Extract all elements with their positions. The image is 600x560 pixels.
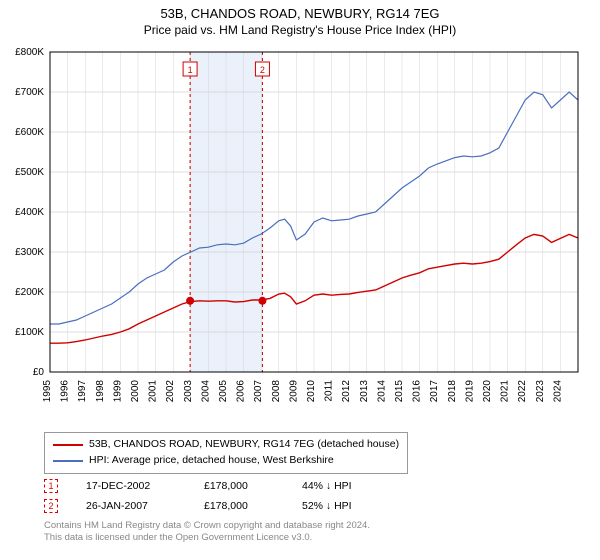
x-tick-label: 2015 [394, 380, 405, 403]
footer-attribution: Contains HM Land Registry data © Crown c… [44, 520, 370, 545]
legend-swatch [53, 444, 83, 446]
y-tick-label: £300K [15, 247, 44, 258]
y-tick-label: £200K [15, 287, 44, 298]
sale-date: 26-JAN-2007 [86, 500, 176, 512]
legend-row: HPI: Average price, detached house, West… [53, 453, 399, 469]
sale-price: £178,000 [204, 480, 274, 492]
sale-pct: 52% ↓ HPI [302, 500, 382, 512]
sale-marker-icon: 2 [44, 499, 58, 513]
sale-point [258, 297, 266, 305]
footer-line2: This data is licensed under the Open Gov… [44, 532, 370, 544]
chart-container: 53B, CHANDOS ROAD, NEWBURY, RG14 7EG Pri… [0, 0, 600, 560]
x-tick-label: 2014 [376, 380, 387, 403]
x-tick-label: 2004 [200, 380, 211, 403]
x-tick-label: 1998 [95, 380, 106, 403]
x-tick-label: 2023 [535, 380, 546, 403]
legend-label: 53B, CHANDOS ROAD, NEWBURY, RG14 7EG (de… [89, 437, 399, 453]
x-tick-label: 2022 [517, 380, 528, 403]
x-tick-label: 2020 [482, 380, 493, 403]
sale-price: £178,000 [204, 500, 274, 512]
y-tick-label: £800K [15, 47, 44, 58]
x-tick-label: 1997 [77, 380, 88, 403]
y-tick-label: £0 [33, 367, 45, 378]
x-tick-label: 2018 [447, 380, 458, 403]
sale-date: 17-DEC-2002 [86, 480, 176, 492]
x-tick-label: 2011 [324, 380, 335, 402]
x-tick-label: 2013 [359, 380, 370, 403]
x-tick-label: 2001 [148, 380, 159, 403]
sales-row: 1 17-DEC-2002 £178,000 44% ↓ HPI [44, 476, 382, 496]
event-marker-label: 1 [188, 65, 193, 75]
x-tick-label: 2012 [341, 380, 352, 403]
legend-label: HPI: Average price, detached house, West… [89, 453, 334, 469]
x-tick-label: 1999 [112, 380, 123, 403]
footer-line1: Contains HM Land Registry data © Crown c… [44, 520, 370, 532]
chart-area: £0 £100K £200K £300K £400K £500K £600K £700K £80… [0, 44, 600, 424]
x-tick-label: 2003 [183, 380, 194, 403]
y-tick-label: £400K [15, 207, 44, 218]
title-block: 53B, CHANDOS ROAD, NEWBURY, RG14 7EG Pri… [0, 0, 600, 37]
x-tick-label: 2021 [500, 380, 511, 403]
sale-pct: 44% ↓ HPI [302, 480, 382, 492]
x-tick-label: 2006 [236, 380, 247, 403]
y-tick-label: £700K [15, 87, 44, 98]
x-tick-label: 2009 [288, 380, 299, 403]
x-tick-label: 2007 [253, 380, 264, 403]
legend-swatch [53, 460, 83, 462]
legend: 53B, CHANDOS ROAD, NEWBURY, RG14 7EG (de… [44, 432, 408, 474]
x-tick-label: 2000 [130, 380, 141, 403]
x-tick-label: 2008 [271, 380, 282, 403]
event-marker-label: 2 [260, 65, 265, 75]
x-tick-label: 2017 [429, 380, 440, 403]
x-tick-label: 2005 [218, 380, 229, 403]
x-tick-label: 1996 [60, 380, 71, 403]
sale-marker-icon: 1 [44, 479, 58, 493]
y-tick-label: £600K [15, 127, 44, 138]
sales-row: 2 26-JAN-2007 £178,000 52% ↓ HPI [44, 496, 382, 516]
x-tick-label: 2024 [552, 380, 563, 403]
sale-point [186, 297, 194, 305]
chart-subtitle: Price paid vs. HM Land Registry's House … [0, 23, 600, 37]
legend-row: 53B, CHANDOS ROAD, NEWBURY, RG14 7EG (de… [53, 437, 399, 453]
x-tick-label: 1995 [42, 380, 53, 403]
x-tick-label: 2019 [464, 380, 475, 403]
x-tick-label: 2002 [165, 380, 176, 403]
y-tick-label: £500K [15, 167, 44, 178]
x-tick-label: 2010 [306, 380, 317, 403]
chart-title: 53B, CHANDOS ROAD, NEWBURY, RG14 7EG [0, 6, 600, 21]
x-tick-label: 2016 [412, 380, 423, 403]
line-chart: £0 £100K £200K £300K £400K £500K £600K £700K £80… [0, 44, 600, 424]
y-tick-label: £100K [15, 327, 44, 338]
sales-table: 1 17-DEC-2002 £178,000 44% ↓ HPI 2 26-JAN-200… [44, 476, 382, 516]
